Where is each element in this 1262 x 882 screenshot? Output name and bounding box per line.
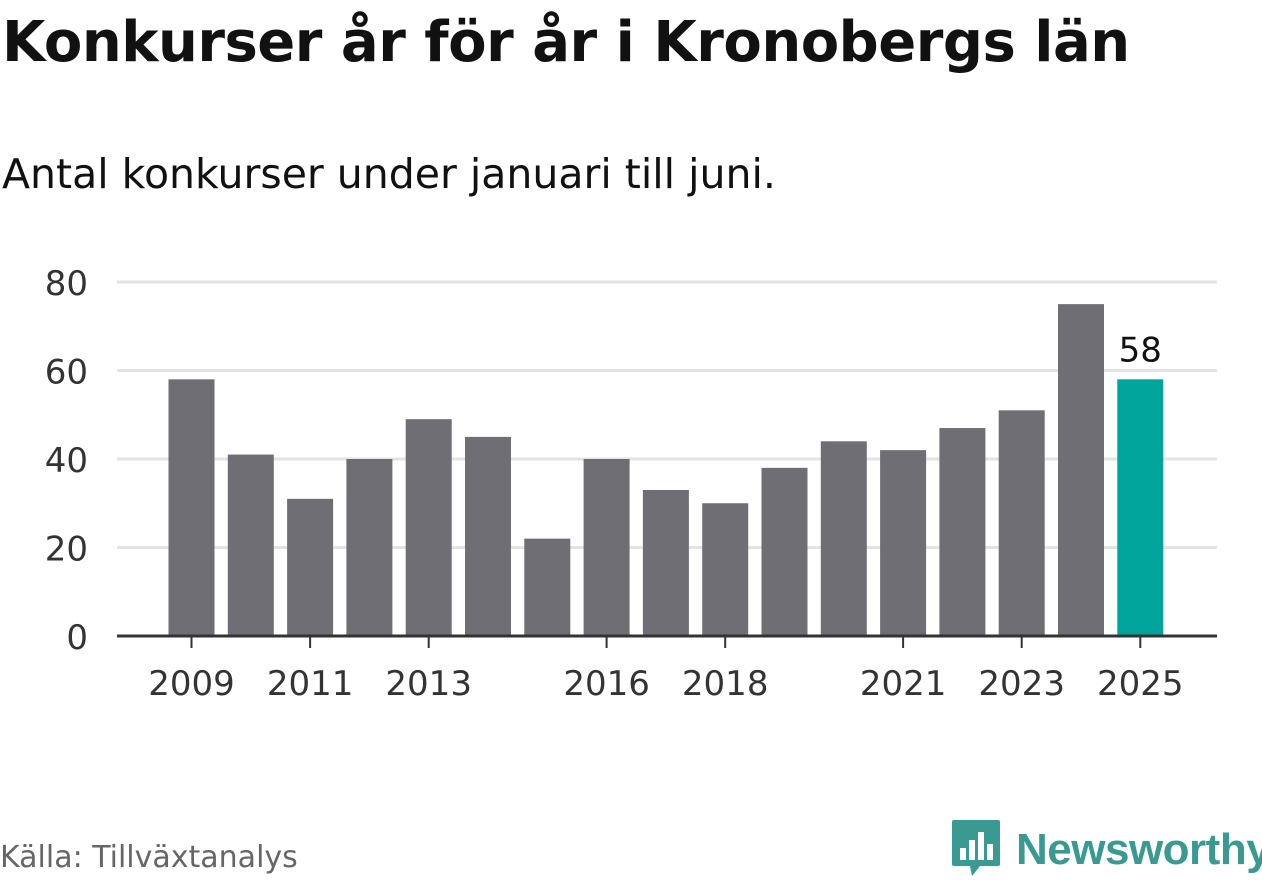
data-label: 58 — [1119, 330, 1162, 370]
x-tick-label: 2009 — [148, 664, 235, 704]
bar-2010 — [227, 454, 274, 636]
y-tick-label: 80 — [45, 264, 88, 304]
axis-layer — [117, 634, 1217, 648]
brand-name: Newsworthy — [1016, 825, 1262, 874]
bar-2022 — [939, 428, 986, 636]
x-tick-label: 2025 — [1097, 664, 1184, 704]
bar-2011 — [287, 498, 334, 636]
source-note: Källa: Tillväxtanalys — [0, 840, 298, 875]
bar-2017 — [642, 489, 689, 636]
chart-subtitle: Antal konkurser under januari till juni. — [2, 150, 776, 198]
bar-2009 — [168, 379, 215, 636]
bar-2018 — [702, 503, 749, 636]
bar-2019 — [761, 467, 808, 636]
label-layer: 0 20 40 60 80 2009 2011 2013 2016 2018 2021 2023 202… — [45, 264, 1184, 704]
bar-2023 — [998, 410, 1045, 636]
y-tick-label: 40 — [45, 441, 88, 481]
bar-2013 — [405, 419, 452, 636]
bar-2020 — [820, 441, 867, 636]
bar-layer — [168, 304, 1164, 636]
bar-2012 — [346, 459, 393, 636]
bar-2015 — [524, 538, 571, 636]
bar-2014 — [465, 436, 511, 636]
newsworthy-logo-icon — [950, 818, 1002, 882]
x-tick-label: 2016 — [563, 664, 650, 704]
x-tick-label: 2011 — [267, 664, 354, 704]
x-tick-label: 2013 — [385, 664, 472, 704]
chart-title: Konkurser år för år i Kronobergs län — [2, 10, 1130, 75]
bar-2021 — [880, 450, 927, 636]
bar-2016 — [583, 459, 630, 636]
x-tick-label: 2023 — [978, 664, 1065, 704]
x-tick-label: 2021 — [860, 664, 947, 704]
brand-logo[interactable]: Newsworthy — [950, 818, 1262, 882]
x-tick-label: 2018 — [682, 664, 769, 704]
y-tick-label: 60 — [45, 353, 88, 393]
y-tick-label: 0 — [66, 618, 88, 658]
bar-2025 — [1117, 379, 1164, 636]
y-tick-label: 20 — [45, 530, 88, 570]
bar-2024 — [1058, 304, 1104, 636]
